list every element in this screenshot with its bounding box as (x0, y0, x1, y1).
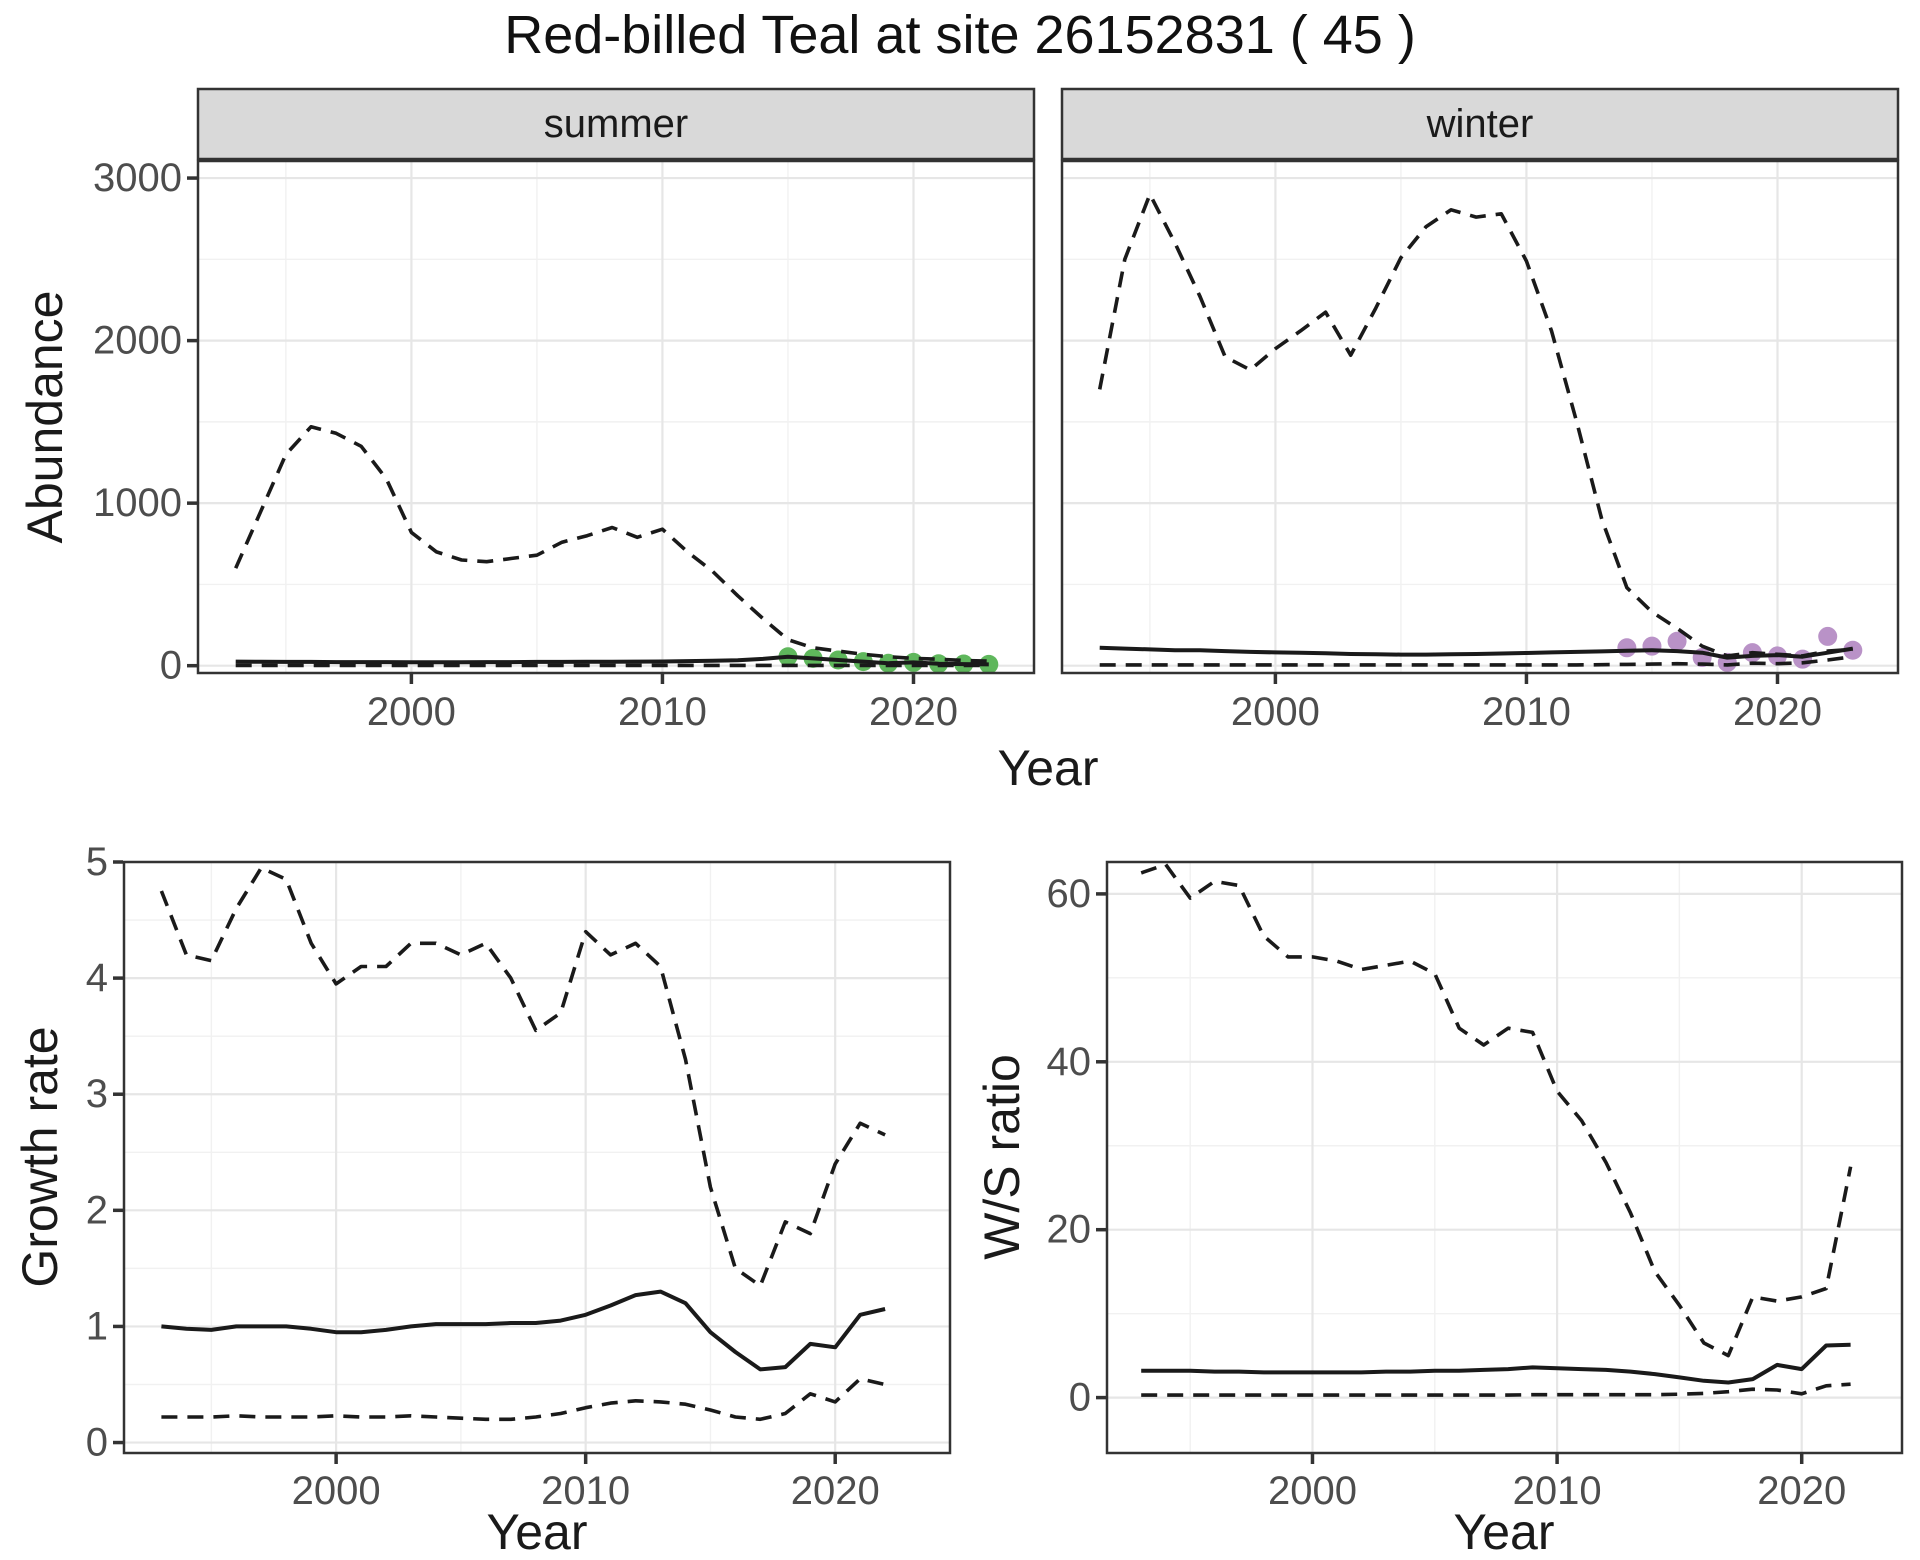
ws-ratio-x-tick-label: 2010 (1513, 1469, 1602, 1513)
abundance-winter-panel-background (1062, 161, 1898, 673)
abundance-winter-x-tick-label: 2000 (1231, 690, 1320, 734)
abundance-winter-x-tick-label: 2010 (1482, 690, 1571, 734)
growth-rate-y-tick-label: 1 (86, 1304, 108, 1348)
abundance-summer-panel-background (198, 161, 1034, 673)
growth-rate-x-tick-label: 2000 (292, 1469, 381, 1513)
growth-rate-y-tick-label: 2 (86, 1188, 108, 1232)
ws-ratio-panel-border (1105, 860, 1904, 1455)
abundance-summer-panel-border (196, 159, 1036, 675)
growth-rate-y-tick-label: 4 (86, 956, 108, 1000)
ws-ratio-x-tick-label: 2000 (1268, 1469, 1357, 1513)
abundance-summer-y-tick-label: 3000 (93, 156, 182, 200)
abundance-winter-observed-count-dot (1667, 631, 1687, 651)
growth-rate-y-tick-label: 5 (86, 840, 108, 884)
abundance-winter-facet-strip (1060, 87, 1900, 161)
abundance-summer-x-tick-label: 2020 (869, 690, 958, 734)
ws-ratio-x-tick-label: 2020 (1757, 1469, 1846, 1513)
y-axis-title-ws-ratio: W/S ratio (974, 1054, 1030, 1260)
abundance-winter-lower_ci-line (1099, 654, 1854, 667)
abundance-summer-facet-strip (196, 87, 1036, 161)
growth-rate-y-tick-label: 0 (86, 1421, 108, 1465)
abundance-winter-observed-count-dot (1818, 626, 1838, 646)
growth-rate-panel-background (124, 862, 950, 1453)
abundance-summer-median-line (235, 654, 989, 667)
abundance-winter-observed-count-dot (1617, 638, 1637, 658)
abundance-winter-observed-count-dot (1642, 636, 1662, 656)
growth-rate-median-line (161, 1289, 886, 1372)
facet-strip-label-winter: winter (1426, 102, 1534, 146)
x-axis-title-year-growth: Year (486, 1504, 588, 1560)
ws-ratio-y-tick-label: 60 (1047, 872, 1092, 916)
ws-ratio-upper_ci-line (1140, 862, 1853, 1358)
abundance-summer-y-tick-label: 2000 (93, 319, 182, 363)
growth-rate-upper_ci-line (159, 866, 886, 1288)
abundance-winter-x-tick-label: 2020 (1733, 690, 1822, 734)
abundance-summer-x-tick-label: 2000 (367, 690, 456, 734)
growth-rate-x-tick-label: 2010 (541, 1469, 630, 1513)
growth-rate-lower_ci-line (161, 1376, 886, 1422)
growth-rate-panel-border (122, 860, 952, 1455)
abundance-winter-panel-border (1060, 159, 1900, 675)
ws-ratio-median-line (1141, 1342, 1851, 1385)
y-axis-title-abundance: Abundance (17, 290, 73, 544)
ws-ratio-y-tick-label: 20 (1047, 1208, 1092, 1252)
ws-ratio-lower_ci-line (1141, 1382, 1851, 1397)
x-axis-title-year-ws: Year (1453, 1504, 1555, 1560)
ws-ratio-panel-background (1107, 862, 1902, 1453)
facet-strip-label-summer: summer (543, 102, 689, 146)
abundance-summer-x-tick-label: 2010 (618, 690, 707, 734)
x-axis-title-year-top: Year (997, 740, 1099, 796)
growth-rate-x-tick-label: 2020 (791, 1469, 880, 1513)
ws-ratio-y-tick-label: 0 (1069, 1376, 1091, 1420)
abundance-summer-y-tick-label: 0 (160, 644, 182, 688)
growth-rate-y-tick-label: 3 (86, 1072, 108, 1116)
abundance-summer-y-tick-label: 1000 (93, 481, 182, 525)
abundance-summer-upper_ci-line (234, 425, 989, 663)
ws-ratio-y-tick-label: 40 (1047, 1040, 1092, 1084)
plot-title: Red-billed Teal at site 26152831 ( 45 ) (504, 5, 1416, 65)
abundance-winter-observed-count-dot (1793, 649, 1813, 669)
abundance-winter-median-line (1099, 645, 1854, 660)
y-axis-title-growth-rate: Growth rate (12, 1026, 68, 1288)
